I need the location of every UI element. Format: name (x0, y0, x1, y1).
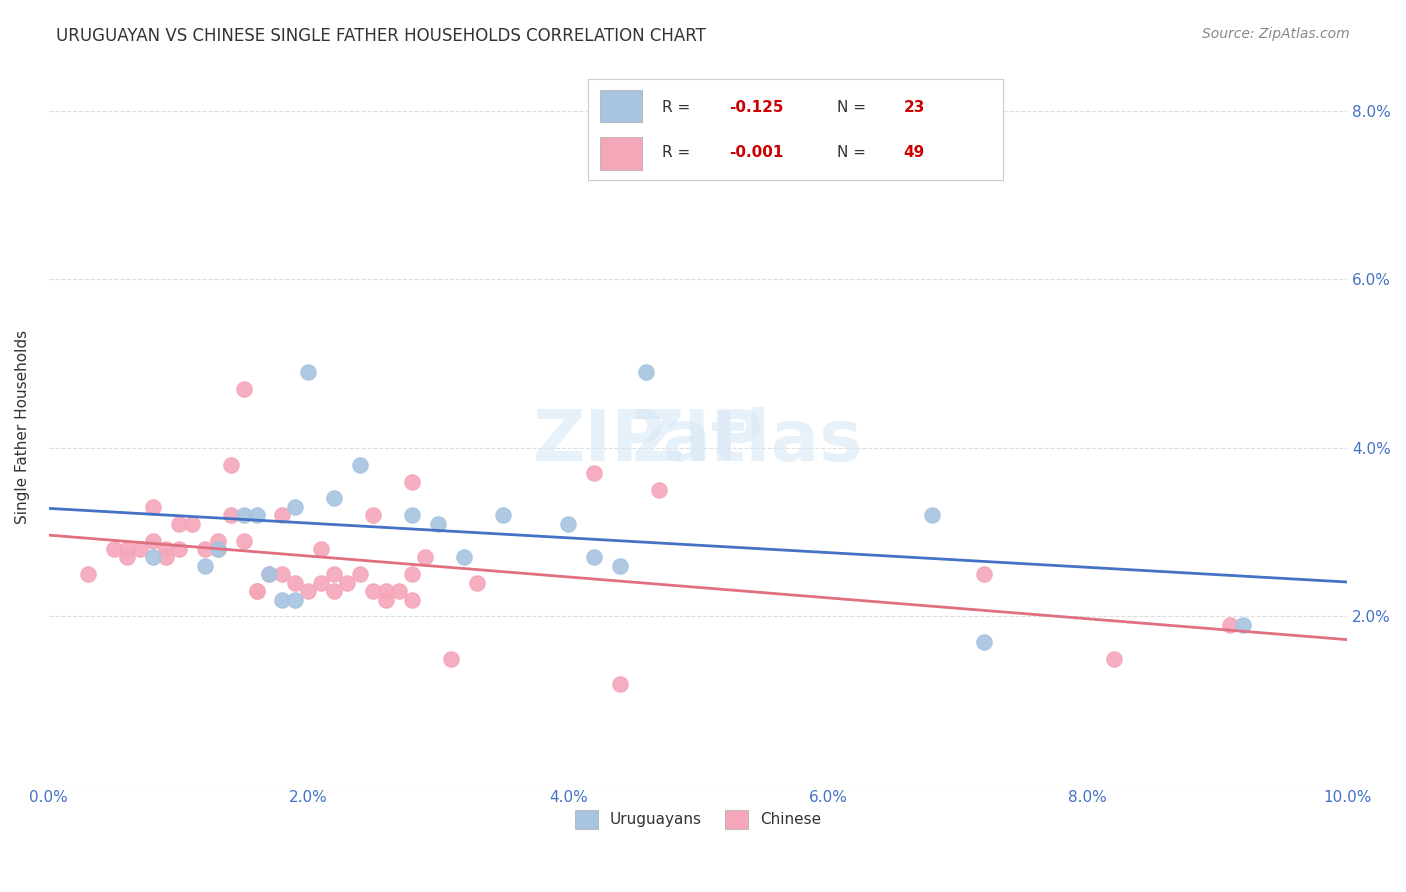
Point (167, 542, 190, 557)
Point (232, 508, 254, 523)
Point (973, 567, 995, 582)
Point (427, 516, 450, 531)
Point (232, 382, 254, 396)
Point (465, 575, 488, 590)
Point (609, 677, 631, 691)
Point (323, 584, 346, 599)
Text: URUGUAYAN VS CHINESE SINGLE FATHER HOUSEHOLDS CORRELATION CHART: URUGUAYAN VS CHINESE SINGLE FATHER HOUSE… (56, 27, 706, 45)
Point (921, 508, 943, 523)
Point (180, 516, 202, 531)
Point (271, 508, 294, 523)
Point (388, 584, 411, 599)
Point (155, 542, 177, 557)
Point (609, 558, 631, 573)
Point (297, 584, 319, 599)
Point (245, 584, 267, 599)
Point (259, 567, 281, 582)
Point (284, 592, 307, 607)
Point (193, 558, 215, 573)
Point (103, 542, 125, 557)
Point (323, 491, 346, 506)
Point (245, 508, 267, 523)
Point (297, 365, 319, 379)
Point (232, 533, 254, 548)
Point (583, 466, 606, 480)
Point (115, 550, 138, 565)
Text: Source: ZipAtlas.com: Source: ZipAtlas.com (1202, 27, 1350, 41)
Point (349, 567, 371, 582)
Point (142, 550, 165, 565)
Point (440, 651, 463, 665)
Point (1219, 618, 1241, 632)
Point (207, 542, 229, 557)
Point (415, 550, 437, 565)
Point (375, 584, 398, 599)
Point (245, 584, 267, 599)
Legend: Uruguayans, Chinese: Uruguayans, Chinese (569, 804, 827, 835)
Point (219, 508, 242, 523)
Point (284, 575, 307, 590)
Point (401, 592, 423, 607)
Y-axis label: Single Father Households: Single Father Households (15, 330, 30, 524)
Point (363, 508, 385, 523)
Point (557, 516, 579, 531)
Point (115, 542, 138, 557)
Point (323, 567, 346, 582)
Point (142, 500, 165, 514)
Point (271, 592, 294, 607)
Point (128, 542, 150, 557)
Point (219, 458, 242, 472)
Point (1102, 651, 1125, 665)
Point (284, 500, 307, 514)
Point (336, 575, 359, 590)
Point (973, 634, 995, 648)
Text: ZIP: ZIP (631, 407, 763, 475)
Point (492, 508, 515, 523)
Text: ZIPatlas: ZIPatlas (533, 407, 863, 475)
Point (311, 542, 333, 557)
Point (583, 550, 606, 565)
Point (401, 508, 423, 523)
Point (193, 542, 215, 557)
Point (207, 533, 229, 548)
Point (401, 475, 423, 489)
Point (155, 550, 177, 565)
Point (259, 567, 281, 582)
Point (648, 483, 671, 497)
Point (375, 592, 398, 607)
Point (76, 567, 98, 582)
Point (636, 365, 658, 379)
Point (207, 542, 229, 557)
Point (271, 567, 294, 582)
Point (167, 516, 190, 531)
Point (453, 550, 475, 565)
Point (363, 584, 385, 599)
Point (311, 575, 333, 590)
Point (401, 567, 423, 582)
Point (1232, 618, 1254, 632)
Point (142, 533, 165, 548)
Point (349, 458, 371, 472)
